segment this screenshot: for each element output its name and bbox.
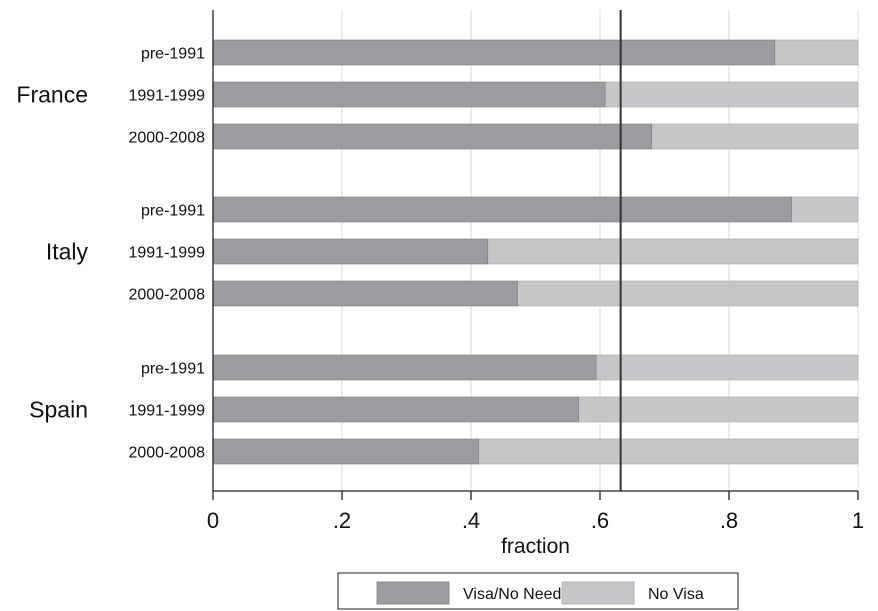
bar-visa-france-2 bbox=[212, 123, 652, 150]
x-tick-label: .8 bbox=[720, 508, 738, 533]
bars-layer bbox=[212, 39, 859, 465]
bar-visa-italy-0 bbox=[212, 196, 792, 223]
group-label: Italy bbox=[46, 239, 89, 265]
legend-label-no-visa: No Visa bbox=[648, 586, 704, 603]
x-tick-label: .4 bbox=[462, 508, 480, 533]
bar-visa-spain-1 bbox=[212, 396, 580, 423]
legend-label-visa: Visa/No Need bbox=[463, 586, 561, 603]
group-label: France bbox=[16, 82, 88, 108]
bar-no-visa-italy-2 bbox=[517, 280, 859, 307]
bar-visa-france-0 bbox=[212, 39, 776, 66]
bar-visa-spain-0 bbox=[212, 354, 597, 381]
bar-visa-france-1 bbox=[212, 81, 606, 108]
category-label: pre-1991 bbox=[141, 46, 205, 63]
bar-visa-italy-2 bbox=[212, 280, 518, 307]
bar-no-visa-spain-2 bbox=[478, 438, 859, 465]
category-label: 2000-2008 bbox=[128, 445, 205, 462]
legend-swatch-no-visa bbox=[561, 581, 635, 605]
bar-visa-italy-1 bbox=[212, 238, 489, 265]
bar-no-visa-france-1 bbox=[604, 81, 859, 108]
legend-swatch-visa bbox=[376, 581, 450, 605]
x-tick-label: .6 bbox=[591, 508, 609, 533]
category-label: 1991-1999 bbox=[128, 245, 205, 262]
category-label: 1991-1999 bbox=[128, 403, 205, 420]
group-label: Spain bbox=[29, 397, 88, 423]
bar-no-visa-france-0 bbox=[774, 39, 859, 66]
category-label: pre-1991 bbox=[141, 361, 205, 378]
x-tick-label: .2 bbox=[333, 508, 351, 533]
bar-visa-spain-2 bbox=[212, 438, 480, 465]
bar-no-visa-france-2 bbox=[651, 123, 859, 150]
axis-layer bbox=[212, 10, 859, 500]
x-tick-label: 1 bbox=[852, 508, 864, 533]
x-axis-title: fraction bbox=[501, 535, 570, 558]
category-label: pre-1991 bbox=[141, 203, 205, 220]
category-label: 1991-1999 bbox=[128, 88, 205, 105]
category-label: 2000-2008 bbox=[128, 287, 205, 304]
labels-layer: pre-1991 1991-1999 2000-2008 France pre-1991… bbox=[16, 46, 864, 559]
bar-no-visa-italy-0 bbox=[791, 196, 859, 223]
legend: Visa/No Need No Visa bbox=[337, 572, 739, 610]
x-tick-label: 0 bbox=[207, 508, 219, 533]
bar-no-visa-italy-1 bbox=[487, 238, 859, 265]
bar-no-visa-spain-1 bbox=[578, 396, 859, 423]
bar-no-visa-spain-0 bbox=[595, 354, 859, 381]
category-label: 2000-2008 bbox=[128, 130, 205, 147]
